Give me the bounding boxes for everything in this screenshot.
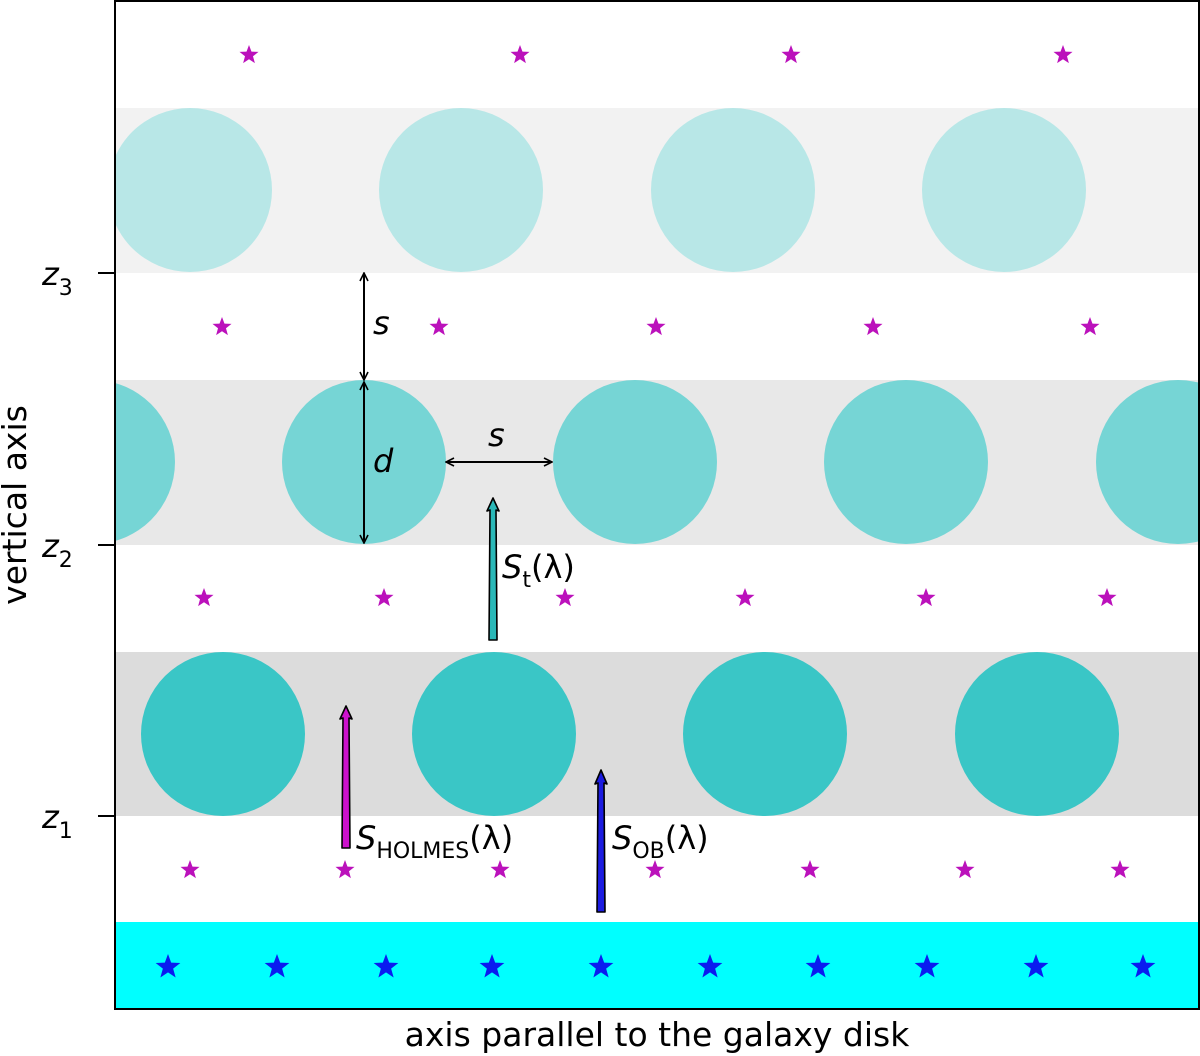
ob-star-icon bbox=[697, 954, 723, 978]
ytick-label-z1: z1 bbox=[41, 798, 73, 844]
cloud-1-2 bbox=[412, 652, 576, 816]
y-axis-label: vertical axis bbox=[0, 405, 34, 605]
holmes-star-icon bbox=[490, 860, 510, 879]
cloud-1-3 bbox=[683, 652, 847, 816]
holmes-star-icon bbox=[212, 317, 232, 336]
flux-label-ob: SOB(λ) bbox=[612, 819, 709, 864]
holmes-star-icon bbox=[510, 45, 530, 64]
ob-star-icon bbox=[588, 954, 614, 978]
holmes-stars-group bbox=[180, 45, 1130, 879]
ytick-label-z3: z3 bbox=[41, 255, 73, 301]
cloud-2-4 bbox=[824, 380, 988, 544]
flux-arrow-holmes bbox=[339, 705, 353, 849]
cloud-3-3 bbox=[651, 108, 815, 272]
spacing-s-vertical-label: s bbox=[373, 304, 390, 342]
holmes-star-icon bbox=[781, 45, 801, 64]
ob-stars-group bbox=[155, 954, 1156, 978]
ob-star-icon bbox=[155, 954, 181, 978]
ob-star-icon bbox=[914, 954, 940, 978]
holmes-star-icon bbox=[863, 317, 883, 336]
holmes-star-icon bbox=[180, 860, 200, 879]
cloud-1-4 bbox=[955, 652, 1119, 816]
holmes-star-icon bbox=[194, 588, 214, 607]
ob-star-icon bbox=[264, 954, 290, 978]
cloud-diameter-d-label: d bbox=[373, 442, 394, 480]
cloud-2-3 bbox=[553, 380, 717, 544]
holmes-star-icon bbox=[1053, 45, 1073, 64]
holmes-star-icon bbox=[735, 588, 755, 607]
holmes-star-icon bbox=[374, 588, 394, 607]
cloud-1-1 bbox=[141, 652, 305, 816]
ob-star-icon bbox=[805, 954, 831, 978]
holmes-star-icon bbox=[555, 588, 575, 607]
cloud-2-1 bbox=[115, 383, 175, 541]
ob-star-icon bbox=[373, 954, 399, 978]
holmes-star-icon bbox=[916, 588, 936, 607]
flux-arrow-ob bbox=[594, 769, 608, 913]
holmes-star-icon bbox=[429, 317, 449, 336]
x-axis-label: axis parallel to the galaxy disk bbox=[405, 1015, 911, 1054]
cloud-3-2 bbox=[379, 108, 543, 272]
ob-star-icon bbox=[1023, 954, 1049, 978]
flux-label-t: St(λ) bbox=[502, 548, 575, 593]
holmes-star-icon bbox=[1110, 860, 1130, 879]
holmes-star-icon bbox=[1097, 588, 1117, 607]
holmes-star-icon bbox=[646, 317, 666, 336]
ob-star-icon bbox=[1130, 954, 1156, 978]
plot-frame bbox=[114, 0, 1200, 1010]
holmes-star-icon bbox=[239, 45, 259, 64]
cloud-2-5 bbox=[1096, 380, 1199, 544]
clouds-group bbox=[115, 108, 1199, 816]
holmes-star-icon bbox=[1080, 317, 1100, 336]
holmes-star-icon bbox=[800, 860, 820, 879]
ytick-label-z2: z2 bbox=[41, 527, 73, 573]
holmes-star-icon bbox=[955, 860, 975, 879]
ob-star-layer bbox=[115, 922, 1199, 1009]
ob-star-icon bbox=[479, 954, 505, 978]
cloud-3-1 bbox=[115, 108, 272, 272]
holmes-star-icon bbox=[335, 860, 355, 879]
flux-arrow-t bbox=[486, 497, 500, 641]
cloud-3-4 bbox=[922, 108, 1086, 272]
holmes-star-icon bbox=[645, 860, 665, 879]
flux-label-holmes: SHOLMES(λ) bbox=[356, 819, 513, 864]
spacing-s-horizontal-label: s bbox=[488, 416, 505, 454]
